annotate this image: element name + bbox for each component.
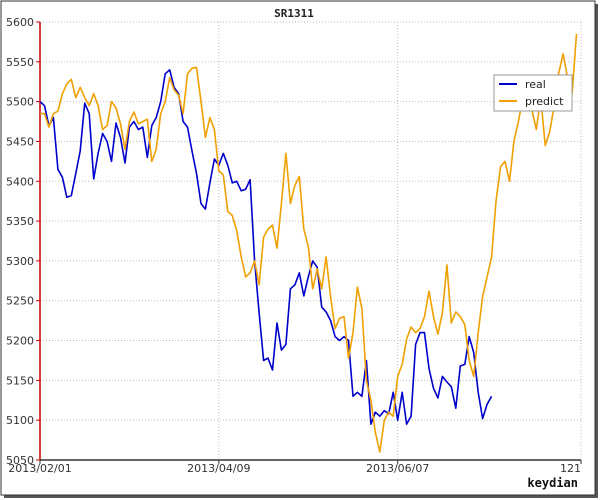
y-tick-label: 5400 <box>6 175 34 188</box>
chart-title: SR1311 <box>274 7 314 20</box>
grid <box>40 21 582 460</box>
x-tick-label: 2013/04/09 <box>187 462 250 475</box>
legend-label-real: real <box>525 78 546 91</box>
legend-label-predict: predict <box>525 95 564 108</box>
y-tick-labels: 5050 5100 5150 5200 5250 5300 5350 5400 5450 5500… <box>6 16 34 467</box>
series-line-real <box>39 69 493 426</box>
y-tick-label: 5450 <box>6 135 34 148</box>
legend: real predict <box>493 74 573 112</box>
y-tick-label: 5150 <box>6 374 34 387</box>
axes <box>36 21 582 464</box>
y-tick-label: 5100 <box>6 414 34 427</box>
credit-label: keydian <box>527 476 578 490</box>
x-tick-label: 2013/02/01 <box>8 462 71 475</box>
y-tick-label: 5500 <box>6 96 34 109</box>
y-tick-label: 5200 <box>6 335 34 348</box>
y-tick-label: 5050 <box>6 454 34 467</box>
series-lines <box>39 33 578 453</box>
legend-box <box>493 74 573 112</box>
x-tick-label: 2013/06/07 <box>366 462 429 475</box>
y-tick-label: 5350 <box>6 215 34 228</box>
y-tick-label: 5600 <box>6 16 34 29</box>
x-tick-labels: 2013/02/01 2013/04/09 2013/06/07 121 <box>8 462 581 475</box>
series-line-predict <box>40 33 578 453</box>
y-tick-label: 5300 <box>6 255 34 268</box>
y-tick-label: 5250 <box>6 295 34 308</box>
x-tick-label: 121 <box>560 462 581 475</box>
y-tick-label: 5550 <box>6 56 34 69</box>
